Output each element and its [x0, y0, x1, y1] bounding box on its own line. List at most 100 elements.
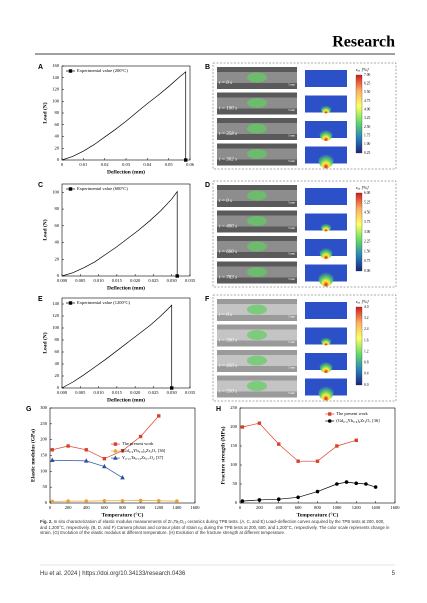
marker — [68, 187, 73, 191]
colorbar-tick-label: 2.50 — [364, 125, 370, 129]
marker — [335, 482, 339, 486]
x-tick-label: 0.015 — [112, 390, 123, 395]
colorbar-tick-label: 4.75 — [364, 99, 370, 103]
y-axis-label: Load (N) — [41, 219, 48, 240]
colorbar-tick-label: 5.50 — [364, 90, 370, 94]
frame-time: t = 400 s — [219, 225, 237, 230]
colorbar-title: εₓₓ [%] — [356, 185, 369, 190]
speckle-roi — [247, 381, 267, 391]
marker — [102, 456, 107, 461]
contour-blob — [320, 103, 332, 114]
plot-frame — [61, 297, 191, 389]
panel-frame — [212, 62, 397, 170]
frame-time: t = 300 s — [219, 339, 237, 344]
series-line — [52, 500, 177, 502]
marker — [113, 455, 118, 460]
marker — [184, 158, 188, 162]
y-tick-label: 40 — [55, 240, 60, 245]
x-tick-label: 0.04 — [143, 162, 152, 167]
marker — [240, 499, 245, 503]
series-line — [61, 71, 187, 161]
x-tick-label: 1600 — [191, 505, 201, 510]
y-axis-label: Load (N) — [41, 102, 48, 123]
caption-text: In situ characterization of elastic modu… — [40, 519, 390, 536]
panel-label: A — [38, 64, 43, 71]
y-tick-label: 120 — [52, 313, 60, 318]
colorbar-tick-label: 3.2 — [364, 316, 369, 320]
y-tick-label: 100 — [40, 468, 48, 473]
legend-label: (Gd₀.₄Yb₀.₆)₂Zr₂O₇ [36] — [336, 418, 380, 423]
marker — [277, 442, 281, 446]
series-line — [61, 190, 178, 277]
marker — [68, 301, 73, 305]
y-tick-label: 250 — [40, 421, 48, 426]
x-tick-label: 0.020 — [130, 278, 141, 283]
marker — [335, 444, 339, 448]
caption-lead: Fig. 2. — [40, 519, 53, 524]
x-tick-label: 800 — [119, 505, 127, 510]
frame-time: t = 362 s — [219, 158, 237, 163]
speckle-roi — [247, 123, 267, 134]
x-tick-label: 1600 — [391, 505, 401, 510]
x-axis-label: Temperature (°C) — [297, 511, 339, 518]
page-number: 5 — [391, 571, 395, 577]
y-tick-label: 50 — [233, 481, 238, 486]
scale-label: 5 mm — [288, 83, 296, 87]
x-tick-label: 0.015 — [112, 278, 123, 283]
speckle-roi — [247, 267, 267, 277]
marker — [50, 448, 54, 452]
citation: Hu et al. 2024 | https://doi.org/10.3413… — [40, 571, 186, 577]
marker — [157, 414, 161, 418]
colorbar-tick-label: 3.75 — [364, 220, 370, 224]
speckle-roi — [247, 216, 267, 226]
frame-time: t = 0 s — [219, 313, 232, 318]
y-tick-label: 150 — [40, 453, 48, 458]
panel-frame — [212, 180, 397, 288]
series-line — [242, 422, 357, 462]
contour-field — [305, 302, 347, 319]
panel-label: G — [26, 406, 32, 413]
x-tick-label: 0.020 — [130, 390, 141, 395]
marker — [84, 448, 88, 452]
marker — [170, 386, 174, 390]
marker — [50, 499, 55, 504]
frame-time: t = 550 s — [219, 390, 237, 395]
frame-time: t = 358 s — [219, 132, 237, 137]
x-tick-label: 0.035 — [185, 390, 196, 395]
y-tick-label: 0 — [57, 273, 60, 278]
colorbar-title: εₓₓ [%] — [356, 67, 369, 72]
y-tick-label: 140 — [52, 75, 60, 80]
x-tick-label: 0 — [49, 505, 52, 510]
y-axis-label: Load (N) — [41, 332, 48, 353]
marker — [156, 498, 161, 503]
frame-time: t = 783 s — [219, 276, 237, 281]
colorbar-tick-label: 1.6 — [364, 338, 369, 342]
scale-label: 5 mm — [288, 252, 296, 256]
y-tick-label: 80 — [55, 337, 60, 342]
y-tick-label: 120 — [52, 87, 60, 92]
marker — [315, 459, 320, 463]
marker — [102, 463, 107, 469]
marker — [102, 498, 107, 503]
x-axis-label: Deflection (mm) — [107, 284, 145, 291]
y-tick-label: 20 — [55, 145, 60, 150]
x-axis-label: Deflection (mm) — [107, 168, 145, 175]
x-tick-label: 800 — [314, 505, 322, 510]
x-tick-label: 1400 — [172, 505, 182, 510]
contour-field — [305, 188, 347, 205]
contour-field — [305, 70, 347, 87]
colorbar-tick-label: 0.0 — [364, 383, 369, 387]
marker — [138, 434, 143, 439]
x-tick-label: 1200 — [154, 505, 164, 510]
x-axis-label: Deflection (mm) — [107, 396, 145, 403]
colorbar-tick-label: 1.50 — [364, 249, 370, 253]
colorbar-tick-label: 0.75 — [364, 259, 370, 263]
marker — [49, 457, 55, 462]
x-tick-label: 1400 — [371, 505, 381, 510]
x-tick-label: 200 — [256, 505, 264, 510]
marker — [175, 274, 179, 278]
legend-label: (Gd₀.₄Yb₀.₆)₂Zr₂O₇ [36] — [122, 448, 166, 453]
x-tick-label: 0 — [61, 162, 64, 167]
scale-label: 5 mm — [288, 391, 296, 395]
